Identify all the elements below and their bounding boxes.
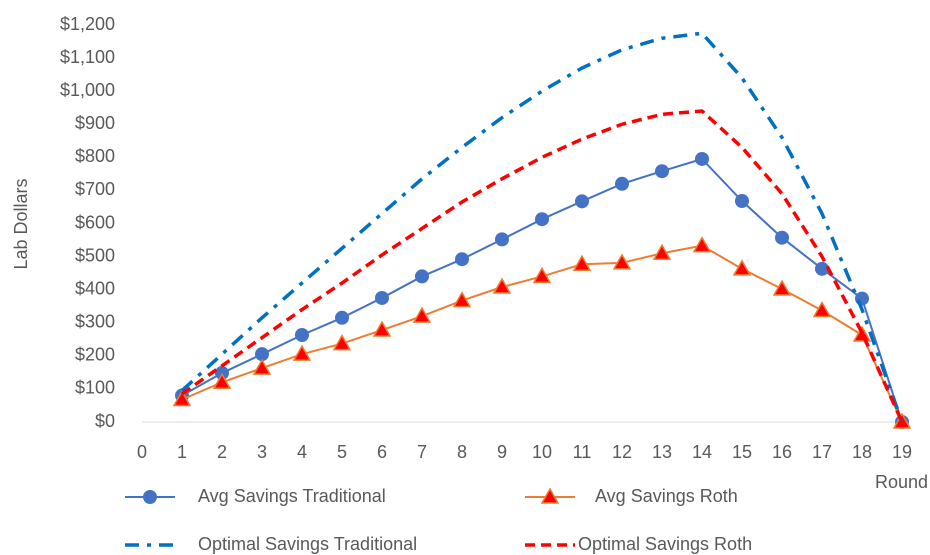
data-point [295,327,309,342]
data-point [412,306,432,323]
data-point [692,236,712,253]
x-tick-label: 6 [377,442,387,462]
data-point [332,334,352,351]
y-tick-label: $500 [75,245,115,265]
legend-marker [540,487,560,504]
x-tick-label: 5 [337,442,347,462]
data-point [255,347,269,362]
x-tick-label: 19 [892,442,912,462]
x-tick-label: 11 [573,442,592,462]
y-tick-label: $600 [75,212,115,232]
x-tick-label: 9 [497,442,507,462]
x-tick-label: 15 [732,442,752,462]
data-point [775,230,789,245]
x-tick-label: 4 [297,442,307,462]
y-tick-label: $1,000 [60,80,115,100]
x-tick-label: 14 [692,442,712,462]
data-point [855,291,869,306]
data-point [495,232,509,247]
x-tick-label: 10 [532,442,552,462]
y-tick-label: $1,100 [60,47,115,67]
y-tick-label: $800 [75,146,115,166]
data-point [892,412,912,429]
y-axis-title: Lab Dollars [11,178,31,269]
data-point [615,176,629,191]
data-point [612,253,632,270]
data-point [815,261,829,276]
x-tick-label: 8 [457,442,467,462]
data-point [652,243,672,261]
y-tick-label: $900 [75,113,115,133]
series-line [180,109,904,423]
legend-label: Optimal Savings Roth [578,534,752,554]
y-tick-label: $700 [75,179,115,199]
y-tick-label: $400 [75,278,115,298]
data-point [772,279,792,296]
data-point [535,212,549,227]
x-tick-label: 16 [772,442,792,462]
data-point [212,372,232,390]
y-tick-label: $0 [95,411,115,431]
data-point [452,291,472,308]
data-point [372,320,392,337]
series-line [181,157,903,423]
data-point [732,259,752,276]
legend-label: Optimal Savings Traditional [198,534,417,554]
y-tick-label: $1,200 [60,14,115,34]
x-tick-label: 3 [257,442,267,462]
data-point [655,164,669,179]
data-point [252,358,272,375]
y-tick-label: $200 [75,345,115,365]
legend-marker [143,490,157,504]
y-tick-label: $100 [75,378,115,398]
legend-label: Avg Savings Traditional [198,486,386,506]
data-point [335,310,349,325]
x-tick-label: 17 [812,442,832,462]
x-tick-label: 12 [612,442,632,462]
data-point [375,290,389,305]
data-point [492,277,512,294]
data-point [532,266,552,284]
data-point [695,151,709,166]
data-point [575,194,589,209]
data-point [415,269,429,284]
x-tick-label: 2 [217,442,227,462]
data-point [292,344,312,361]
x-tick-label: 18 [852,442,872,462]
x-tick-label: 0 [137,442,147,462]
data-point [172,389,192,407]
data-point [572,254,592,271]
x-tick-label: 13 [652,442,672,462]
data-point [735,194,749,209]
legend-label: Avg Savings Roth [595,486,738,506]
x-axis-title: Round [875,472,928,492]
data-point [455,252,469,267]
series-line [180,31,904,423]
x-tick-label: 1 [177,442,187,462]
y-tick-label: $300 [75,312,115,332]
x-tick-label: 7 [417,442,427,462]
data-point [812,300,832,318]
